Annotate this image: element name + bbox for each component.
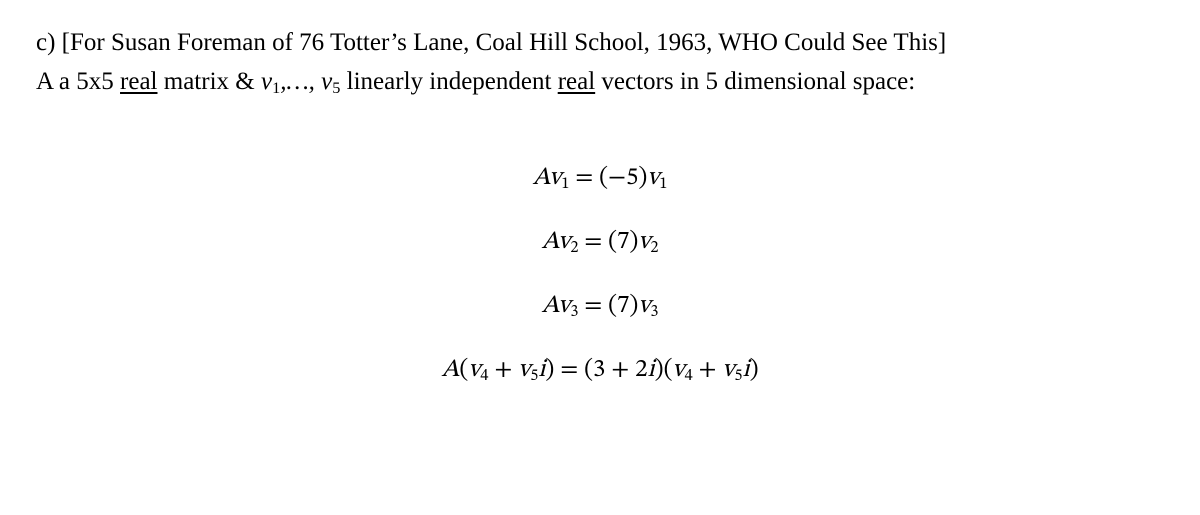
eq3-mid: = (7) [578,293,638,318]
line2-b: matrix & [158,68,261,95]
eq4-plus2: + [693,357,723,382]
equation-block: Av1 = (−5)v1 Av2 = (7)v2 Av3 = (7)v3 A(v… [36,162,1164,386]
eq4-s4a: 4 [480,368,488,384]
eq3-sub-lhs: 3 [570,304,578,320]
eq1-sub-lhs: 1 [561,176,569,192]
eq1-sub-rhs: 1 [659,176,667,192]
equation-2: Av2 = (7)v2 [36,226,1164,258]
eq3-v-rhs: v [638,293,650,318]
equation-4: A(v4 + v5i) = (3 + 2i)(v4 + v5i) [36,354,1164,386]
eq3-sub-rhs: 3 [650,304,658,320]
real-underlined-1: real [120,68,157,95]
eq4-i2: i [648,357,655,382]
eq2-v-lhs: v [558,229,570,254]
eq4-mid2: )( [655,357,673,382]
part-label: c) [36,29,62,56]
eq4-A: A [441,357,459,382]
eq4-mid1: ) = (3 + 2 [545,357,647,382]
bracket-close: ] [938,29,946,56]
eq1-v-lhs: v [549,165,561,190]
v-seq-mid: ,…, v [280,68,332,95]
line2-a: A a 5x5 [36,68,120,95]
v-seq-sub5: 5 [332,79,340,97]
eq4-v5a: v [518,357,530,382]
eq4-v4b: v [673,357,685,382]
eq2-A: A [542,229,559,254]
v-seq: v1,…, v5 [261,68,340,95]
eq2-sub-lhs: 2 [570,240,578,256]
v-seq-v1: v [261,68,272,95]
problem-statement: c) [For Susan Foreman of 76 Totter’s Lan… [36,24,1164,102]
equation-3: Av3 = (7)v3 [36,290,1164,322]
bracket-text: For Susan Foreman of 76 Totter’s Lane, C… [70,29,938,56]
bracket-open: [ [62,29,70,56]
eq4-s5b: 5 [734,368,742,384]
eq4-v5b: v [722,357,734,382]
eq4-v4a: v [468,357,480,382]
eq2-sub-rhs: 2 [650,240,658,256]
eq1-mid: = (−5) [569,165,647,190]
eq4-close: ) [750,357,759,382]
eq3-v-lhs: v [558,293,570,318]
eq1-A: A [533,165,550,190]
eq2-mid: = (7) [578,229,638,254]
eq4-i3: i [742,357,749,382]
equation-1: Av1 = (−5)v1 [36,162,1164,194]
page: c) [For Susan Foreman of 76 Totter’s Lan… [0,0,1200,386]
line2-c: linearly independent [340,68,557,95]
eq4-s5a: 5 [530,368,538,384]
eq1-v-rhs: v [647,165,659,190]
real-underlined-2: real [558,68,595,95]
eq2-v-rhs: v [638,229,650,254]
eq4-plus1: + [488,357,518,382]
line2-d: vectors in 5 dimensional space: [595,68,915,95]
eq3-A: A [542,293,559,318]
v-seq-sub1: 1 [272,79,280,97]
eq4-s4b: 4 [685,368,693,384]
